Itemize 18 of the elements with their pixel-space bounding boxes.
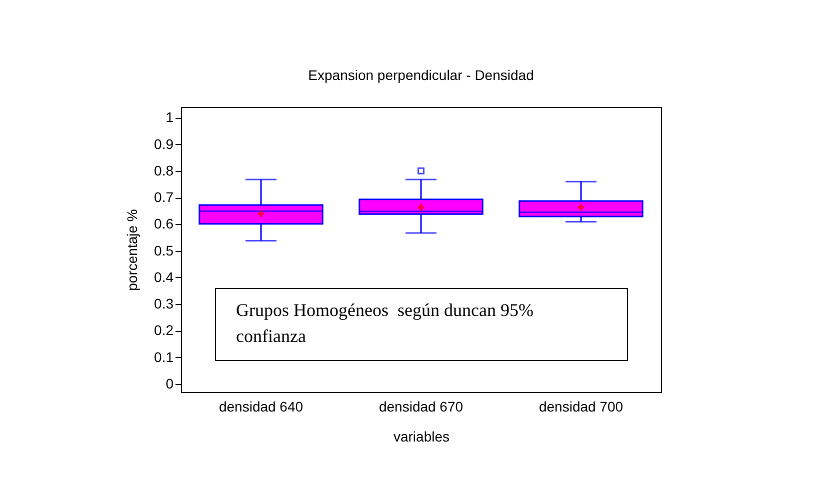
chart-title: Expansion perpendicular - Densidad	[308, 67, 534, 83]
x-tick-label: densidad 670	[378, 398, 464, 414]
y-tick-label: 0.5	[154, 242, 174, 258]
y-tick-label: 0.3	[154, 296, 174, 312]
y-axis-title: porcentaje %	[124, 209, 140, 291]
y-tick-label: 0.6	[154, 216, 174, 232]
y-tick-label: 0.9	[154, 136, 174, 152]
x-axis-title: variables	[393, 428, 450, 444]
y-tick-label: 0.4	[154, 268, 174, 285]
x-tick-label: densidad 640	[218, 398, 304, 414]
x-tick-label: densidad 700	[538, 398, 624, 414]
y-tick-label: 1	[166, 109, 174, 126]
y-tick-label: 0.2	[154, 322, 174, 338]
y-tick-label: 0.1	[154, 348, 174, 365]
y-tick-label: 0.8	[154, 162, 174, 178]
y-tick-label: 0	[166, 376, 174, 392]
note-box: Grupos Homogéneos según duncan 95% confianza	[215, 288, 628, 361]
y-tick-label: 0.7	[154, 189, 174, 206]
